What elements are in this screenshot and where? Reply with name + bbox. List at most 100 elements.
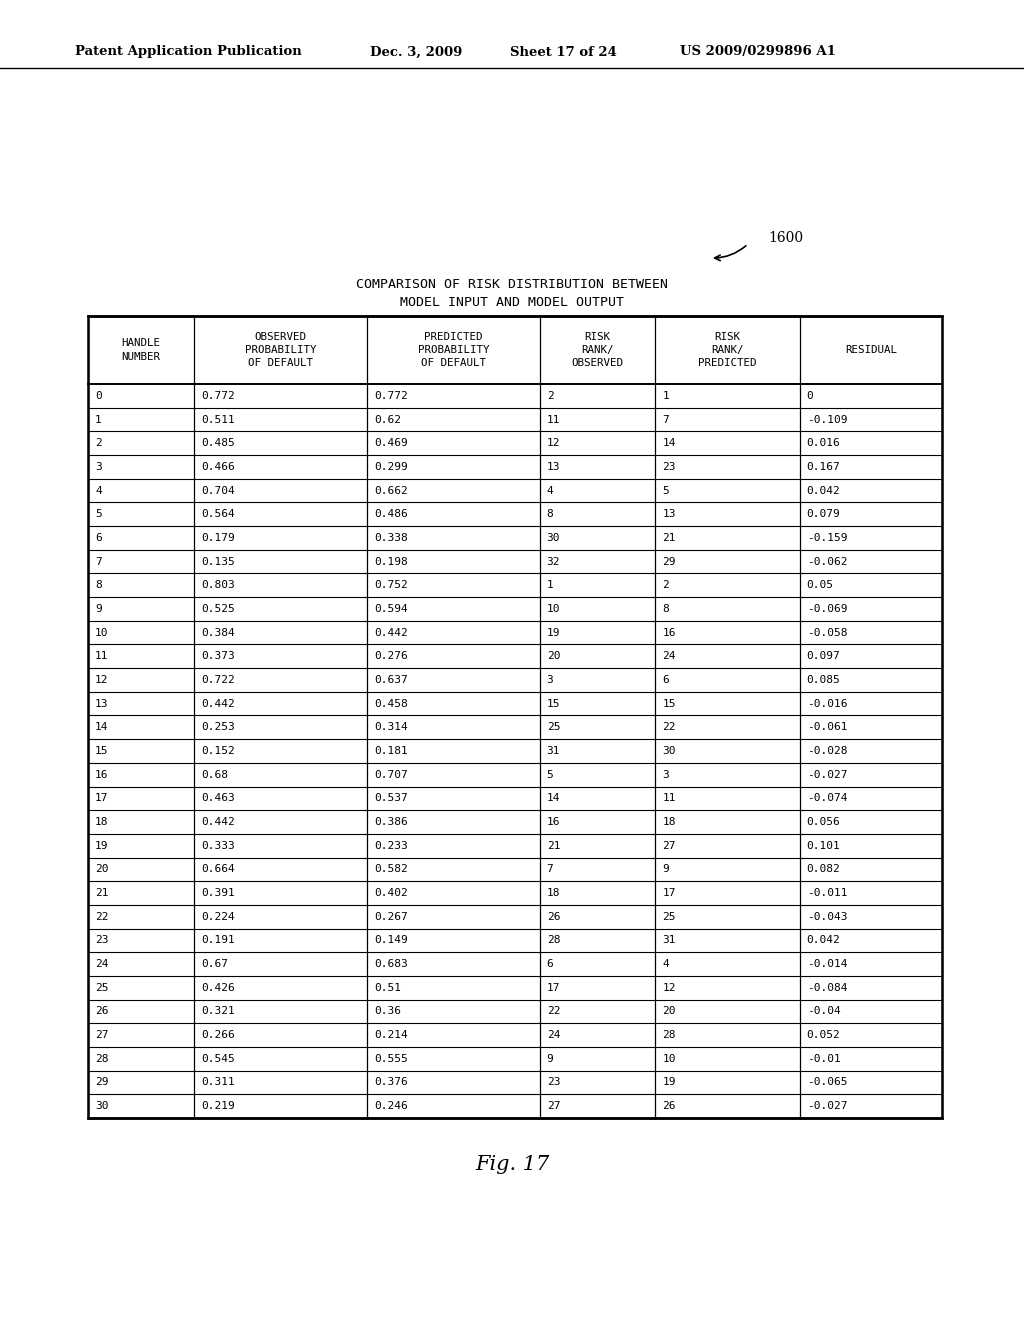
Text: 0.555: 0.555: [374, 1053, 408, 1064]
Text: Patent Application Publication: Patent Application Publication: [75, 45, 302, 58]
Text: 0.469: 0.469: [374, 438, 408, 449]
Text: 0.214: 0.214: [374, 1030, 408, 1040]
Text: 28: 28: [663, 1030, 676, 1040]
Text: 7: 7: [547, 865, 553, 874]
Text: 0.426: 0.426: [202, 983, 236, 993]
Text: 0.594: 0.594: [374, 605, 408, 614]
Text: 5: 5: [547, 770, 553, 780]
Text: 0.442: 0.442: [374, 627, 408, 638]
Text: 0.299: 0.299: [374, 462, 408, 471]
Text: 0.016: 0.016: [807, 438, 841, 449]
Text: 0.463: 0.463: [202, 793, 236, 804]
Text: 0.253: 0.253: [202, 722, 236, 733]
Text: 12: 12: [95, 675, 109, 685]
Text: 26: 26: [547, 912, 560, 921]
Text: 17: 17: [547, 983, 560, 993]
Text: 0.67: 0.67: [202, 960, 228, 969]
Text: 0.772: 0.772: [202, 391, 236, 401]
Text: 24: 24: [547, 1030, 560, 1040]
Text: Dec. 3, 2009: Dec. 3, 2009: [370, 45, 463, 58]
Text: 25: 25: [547, 722, 560, 733]
Text: -0.027: -0.027: [807, 770, 847, 780]
Text: 22: 22: [547, 1006, 560, 1016]
Text: 28: 28: [95, 1053, 109, 1064]
Text: 27: 27: [95, 1030, 109, 1040]
Text: 11: 11: [95, 651, 109, 661]
Text: 24: 24: [95, 960, 109, 969]
Text: 11: 11: [663, 793, 676, 804]
Text: 0.376: 0.376: [374, 1077, 408, 1088]
Text: 22: 22: [95, 912, 109, 921]
Text: 0.402: 0.402: [374, 888, 408, 898]
Text: 0.321: 0.321: [202, 1006, 236, 1016]
Text: 17: 17: [663, 888, 676, 898]
Text: 12: 12: [547, 438, 560, 449]
Text: 8: 8: [95, 581, 101, 590]
Text: 0.233: 0.233: [374, 841, 408, 850]
Text: PREDICTED: PREDICTED: [424, 331, 482, 342]
Text: 0.311: 0.311: [202, 1077, 236, 1088]
Text: 4: 4: [663, 960, 670, 969]
Text: 7: 7: [95, 557, 101, 566]
Text: 1: 1: [663, 391, 670, 401]
Text: 5: 5: [663, 486, 670, 495]
Text: 0.079: 0.079: [807, 510, 841, 519]
Text: 0.082: 0.082: [807, 865, 841, 874]
Text: 13: 13: [95, 698, 109, 709]
Text: 14: 14: [663, 438, 676, 449]
Text: 0.752: 0.752: [374, 581, 408, 590]
Text: 0.537: 0.537: [374, 793, 408, 804]
Text: 19: 19: [95, 841, 109, 850]
Text: 0.042: 0.042: [807, 486, 841, 495]
Text: 0.637: 0.637: [374, 675, 408, 685]
Text: -0.014: -0.014: [807, 960, 847, 969]
Text: 3: 3: [663, 770, 670, 780]
Text: 0.704: 0.704: [202, 486, 236, 495]
Text: 0.391: 0.391: [202, 888, 236, 898]
Text: MODEL INPUT AND MODEL OUTPUT: MODEL INPUT AND MODEL OUTPUT: [400, 296, 624, 309]
Text: 30: 30: [95, 1101, 109, 1111]
Text: 0.042: 0.042: [807, 936, 841, 945]
Text: 20: 20: [95, 865, 109, 874]
Text: 0.466: 0.466: [202, 462, 236, 471]
Text: 1: 1: [547, 581, 553, 590]
Text: 2: 2: [547, 391, 553, 401]
Text: 14: 14: [95, 722, 109, 733]
Text: -0.061: -0.061: [807, 722, 847, 733]
Text: 0: 0: [807, 391, 813, 401]
Text: 0.266: 0.266: [202, 1030, 236, 1040]
Text: -0.069: -0.069: [807, 605, 847, 614]
Text: 22: 22: [663, 722, 676, 733]
Text: 21: 21: [95, 888, 109, 898]
Text: 0.722: 0.722: [202, 675, 236, 685]
Text: 13: 13: [663, 510, 676, 519]
Text: -0.027: -0.027: [807, 1101, 847, 1111]
Text: 1600: 1600: [768, 231, 803, 246]
Text: 0.181: 0.181: [374, 746, 408, 756]
Text: 0.486: 0.486: [374, 510, 408, 519]
Text: 0.333: 0.333: [202, 841, 236, 850]
Text: 0.05: 0.05: [807, 581, 834, 590]
Text: 7: 7: [663, 414, 670, 425]
Text: 0.662: 0.662: [374, 486, 408, 495]
Text: 20: 20: [547, 651, 560, 661]
Text: 10: 10: [547, 605, 560, 614]
Text: -0.109: -0.109: [807, 414, 847, 425]
Text: 0.458: 0.458: [374, 698, 408, 709]
Text: 0.052: 0.052: [807, 1030, 841, 1040]
Text: 8: 8: [547, 510, 553, 519]
Text: 0.707: 0.707: [374, 770, 408, 780]
Text: 21: 21: [663, 533, 676, 543]
Text: 15: 15: [547, 698, 560, 709]
Text: OBSERVED: OBSERVED: [571, 359, 624, 368]
Text: 0.511: 0.511: [202, 414, 236, 425]
Text: 0.803: 0.803: [202, 581, 236, 590]
Text: 0.097: 0.097: [807, 651, 841, 661]
Text: 26: 26: [95, 1006, 109, 1016]
Text: US 2009/0299896 A1: US 2009/0299896 A1: [680, 45, 836, 58]
Text: 23: 23: [95, 936, 109, 945]
Text: 0.62: 0.62: [374, 414, 401, 425]
Text: 23: 23: [547, 1077, 560, 1088]
Text: 6: 6: [663, 675, 670, 685]
Text: 0.683: 0.683: [374, 960, 408, 969]
